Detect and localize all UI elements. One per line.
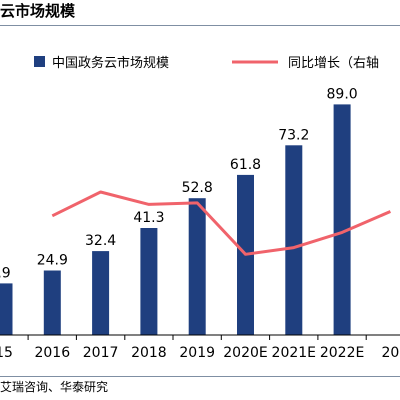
bar-value-label: 41.3	[133, 210, 164, 226]
legend-bar-swatch	[34, 56, 45, 67]
bar-value-label: .9	[0, 265, 11, 281]
bar-value-labels: .9 24.9 32.4 41.3 52.8 61.8 73.2 89.0	[0, 86, 358, 281]
bar-2017	[92, 251, 110, 335]
x-tick-label: 20	[381, 345, 399, 361]
source-note: 艾瑞咨询、华泰研究	[0, 380, 109, 394]
page-title: 云市场规模	[0, 2, 76, 20]
x-tick-label: 2018	[131, 345, 167, 361]
bar-2022E	[333, 104, 351, 336]
bar-value-label: 32.4	[85, 233, 116, 249]
growth-line	[51, 190, 391, 256]
x-tick-label: 15	[0, 345, 13, 361]
source-divider	[0, 376, 400, 377]
x-axis-ticks	[27, 335, 367, 340]
bar-2021E	[285, 145, 303, 335]
bar-2018	[140, 228, 158, 335]
bar-value-label: 61.8	[230, 157, 261, 173]
x-tick-label: 2016	[34, 345, 70, 361]
x-tick-label: 2017	[83, 345, 119, 361]
bar-2019	[188, 198, 206, 335]
legend: 中国政务云市场规模 同比增长（右轴	[34, 55, 379, 71]
bar-value-label: 73.2	[278, 127, 309, 143]
bar-2016	[43, 270, 61, 335]
x-tick-label: 2019	[179, 345, 215, 361]
bar-15	[0, 283, 13, 335]
x-tick-label: 2020E	[223, 345, 267, 361]
bar-value-label: 89.0	[327, 86, 358, 102]
legend-bar-label: 中国政务云市场规模	[52, 55, 169, 71]
legend-line-label: 同比增长（右轴	[288, 56, 379, 71]
bar-value-label: 52.8	[182, 180, 213, 196]
x-tick-label: 2022E	[320, 345, 364, 361]
x-tick-label: 2021E	[272, 345, 316, 361]
bar-value-label: 24.9	[37, 253, 68, 269]
bar-series	[0, 104, 351, 336]
market-size-chart: 中国政务云市场规模 同比增长（右轴 .9 24.9 32.4 41.3 52.8 61.8…	[0, 55, 400, 361]
title-divider	[0, 25, 400, 26]
